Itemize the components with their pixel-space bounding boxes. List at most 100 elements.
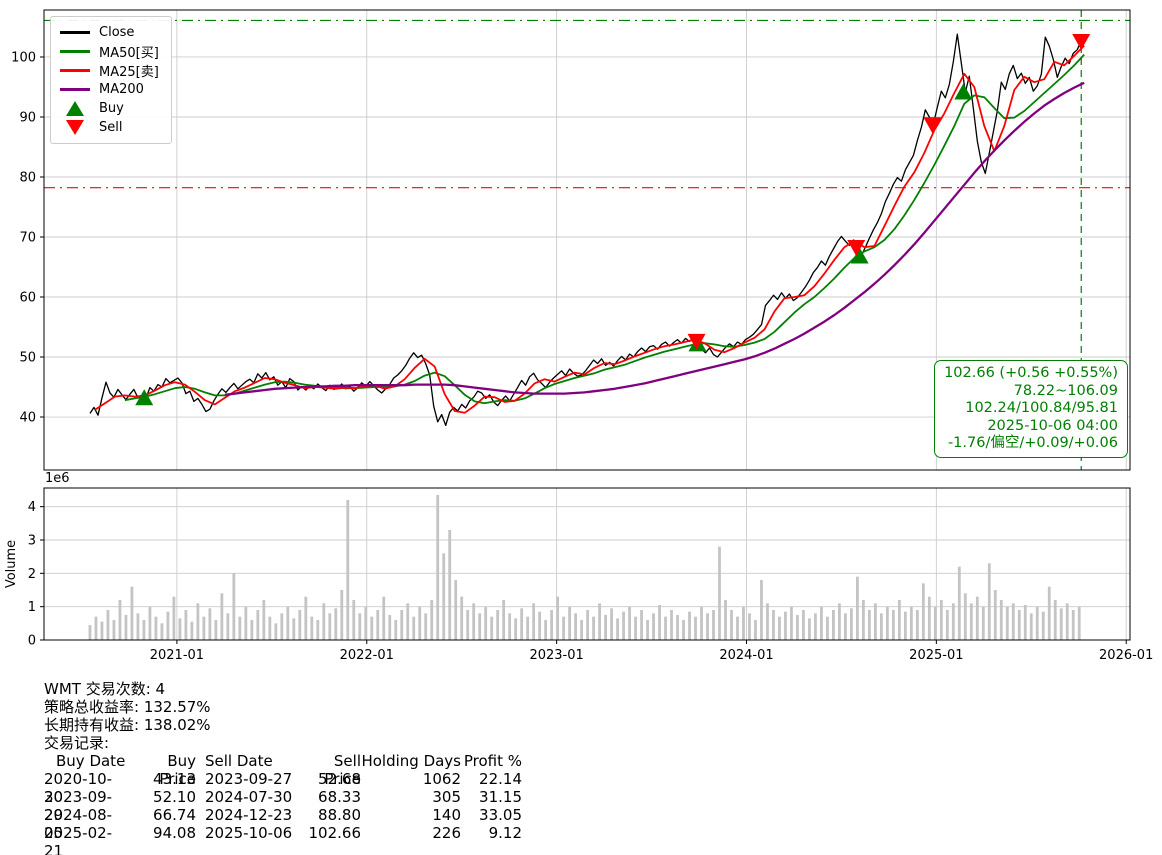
volume-bar	[388, 615, 392, 640]
volume-bar	[370, 616, 374, 640]
trade-cell: 33.05	[479, 806, 522, 824]
legend-item-ma25: MA25[卖]	[60, 61, 159, 80]
trade-col-header: Profit %	[463, 752, 522, 770]
volume-bar	[646, 620, 649, 640]
volume-bar	[981, 606, 985, 640]
volume-bar	[676, 615, 679, 640]
trade-cell: 88.80	[318, 806, 361, 824]
volume-bar	[873, 603, 877, 640]
sell-triangle-icon	[66, 120, 84, 135]
volume-bar	[951, 603, 955, 640]
volume-tick-label: 0	[28, 634, 36, 649]
buy-marker	[135, 389, 154, 406]
volume-bar	[574, 613, 578, 640]
volume-bar	[963, 593, 967, 640]
volume-bar	[826, 616, 829, 640]
trade-record-title: 交易记录:	[44, 734, 110, 752]
close-line	[89, 33, 1082, 427]
price-panel-border	[43, 9, 1131, 471]
volume-bar	[682, 620, 685, 640]
volume-bar	[634, 616, 637, 640]
volume-bar	[496, 610, 500, 640]
volume-bar	[778, 616, 781, 640]
volume-bar	[178, 618, 182, 640]
annotation-datetime: 2025-10-06 04:00	[987, 417, 1118, 434]
annotation-range: 78.22~106.09	[1013, 382, 1118, 399]
volume-bar	[310, 616, 314, 640]
volume-bar	[346, 500, 350, 640]
volume-bar	[514, 618, 518, 640]
x-tick-label: 2023-01	[529, 648, 583, 663]
volume-panel-border	[43, 487, 1131, 641]
legend-line-swatch-wrap	[60, 69, 90, 72]
legend-label: Sell	[99, 120, 123, 135]
volume-tick-label: 2	[28, 567, 36, 582]
legend-line-swatch-wrap	[60, 31, 90, 34]
volume-bar	[268, 616, 272, 640]
price-tick-label: 70	[19, 230, 36, 245]
trade-cell: 2023-09-29	[44, 788, 113, 824]
volume-bar	[490, 616, 494, 640]
volume-bar	[142, 620, 146, 640]
trade-cell: 31.15	[479, 788, 522, 806]
price-tick-label: 100	[11, 50, 36, 65]
legend-line-swatch	[60, 50, 90, 53]
volume-bar	[556, 596, 560, 640]
volume-bar	[855, 576, 859, 640]
volume-bar	[1023, 605, 1027, 640]
trade-cell: 9.12	[488, 824, 522, 842]
volume-bar	[184, 610, 188, 640]
buy-marker	[850, 247, 869, 264]
volume-bar	[652, 613, 655, 640]
trade-cell: 305	[432, 788, 461, 806]
trade-cell: 52.68	[318, 770, 361, 788]
volume-bar	[286, 606, 290, 640]
legend-label: MA200	[99, 82, 144, 97]
volume-bar	[915, 610, 919, 640]
trade-table-row: 2024-08-05 66.74 2024-12-23 88.80 140 33.05	[44, 806, 522, 842]
trade-table-row: 2023-09-29 52.10 2024-07-30 68.33 305 31.15	[44, 788, 522, 824]
volume-bar	[718, 546, 721, 640]
x-tick-label: 2024-01	[719, 648, 773, 663]
legend-item-sell: Sell	[60, 118, 159, 137]
volume-bar	[106, 610, 110, 640]
volume-bar	[454, 580, 458, 640]
price-tick-label: 60	[19, 291, 36, 306]
volume-bar	[430, 600, 434, 640]
volume-bar	[376, 610, 380, 640]
volume-bar	[166, 611, 170, 640]
volume-bar	[262, 600, 266, 640]
volume-bar	[502, 600, 506, 640]
volume-bar	[1065, 603, 1069, 640]
volume-bar	[754, 620, 757, 640]
volume-bar	[1035, 606, 1039, 640]
annotation-price: 102.66 (+0.56 +0.55%)	[944, 365, 1118, 381]
ma50-line	[124, 53, 1085, 405]
volume-bar	[688, 611, 691, 640]
price-tick-label: 90	[19, 110, 36, 125]
volume-tick-label: 4	[28, 500, 36, 515]
volume-bar	[1059, 608, 1063, 640]
trade-table-row: 2020-10-30 43.13 2023-09-27 52.68 1062 22.14	[44, 770, 522, 806]
trade-cell: 22.14	[479, 770, 522, 788]
volume-bar	[232, 573, 236, 640]
trade-cell: 2023-09-27	[205, 770, 293, 788]
volume-bar	[748, 613, 751, 640]
volume-bar	[1029, 613, 1033, 640]
volume-bar	[1047, 586, 1051, 640]
volume-bar	[802, 610, 805, 640]
volume-bar	[112, 620, 116, 640]
x-tick-label: 2021-01	[150, 648, 204, 663]
volume-bar	[945, 610, 949, 640]
volume-bar	[927, 596, 931, 640]
volume-bar	[448, 530, 452, 640]
volume-bar	[921, 583, 925, 640]
trade-cell: 94.08	[153, 824, 196, 842]
sell-marker	[847, 240, 866, 257]
volume-bar	[196, 603, 200, 640]
trade-count-line: WMT 交易次数: 4	[44, 680, 166, 698]
volume-bar	[1011, 603, 1015, 640]
volume-bar	[736, 616, 739, 640]
volume-bar	[628, 606, 631, 640]
